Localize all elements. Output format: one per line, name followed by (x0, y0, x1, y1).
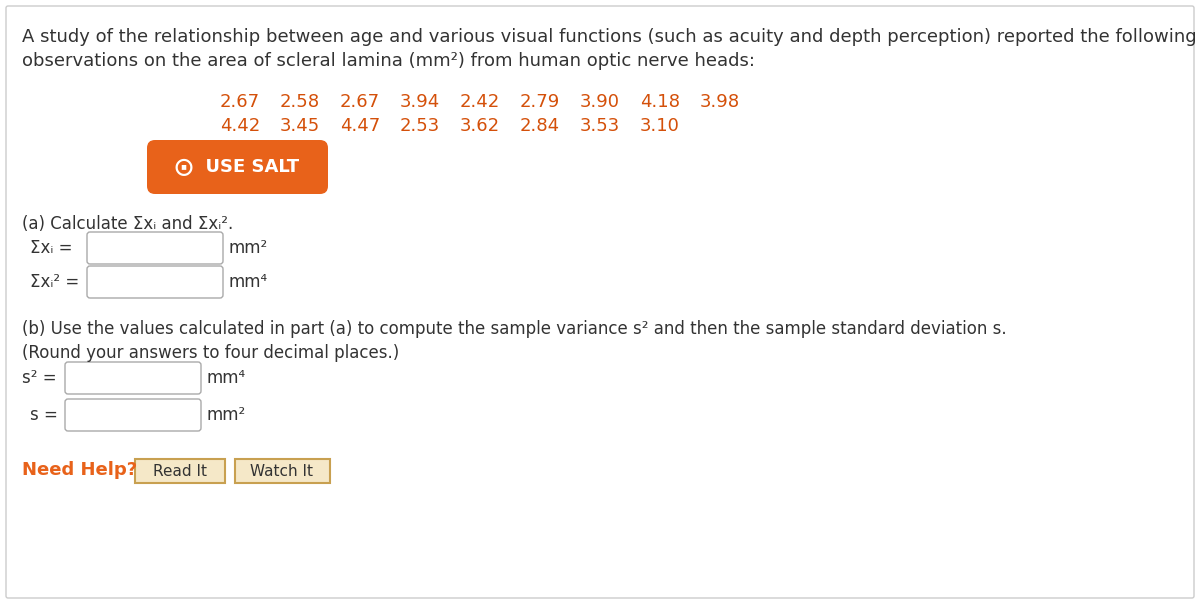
FancyBboxPatch shape (6, 6, 1194, 598)
Text: 3.62: 3.62 (460, 117, 500, 135)
Text: 2.67: 2.67 (340, 93, 380, 111)
Text: 2.67: 2.67 (220, 93, 260, 111)
Text: A study of the relationship between age and various visual functions (such as ac: A study of the relationship between age … (22, 28, 1196, 46)
Text: mm⁴: mm⁴ (206, 369, 245, 387)
Text: 2.58: 2.58 (280, 93, 320, 111)
FancyBboxPatch shape (235, 459, 330, 483)
Text: 2.53: 2.53 (400, 117, 440, 135)
Text: (b) Use the values calculated in part (a) to compute the sample variance s² and : (b) Use the values calculated in part (a… (22, 320, 1007, 338)
Text: 4.18: 4.18 (640, 93, 680, 111)
Text: ⨀  USE SALT: ⨀ USE SALT (175, 158, 300, 176)
Text: 2.79: 2.79 (520, 93, 560, 111)
Text: Σxᵢ² =: Σxᵢ² = (30, 273, 79, 291)
Text: s =: s = (30, 406, 58, 424)
FancyBboxPatch shape (88, 266, 223, 298)
Text: Need Help?: Need Help? (22, 461, 137, 479)
FancyBboxPatch shape (65, 399, 202, 431)
Text: (Round your answers to four decimal places.): (Round your answers to four decimal plac… (22, 344, 400, 362)
Text: mm²: mm² (206, 406, 245, 424)
Text: Watch It: Watch It (251, 463, 313, 478)
Text: 3.53: 3.53 (580, 117, 620, 135)
FancyBboxPatch shape (88, 232, 223, 264)
Text: 3.90: 3.90 (580, 93, 620, 111)
Text: 3.94: 3.94 (400, 93, 440, 111)
FancyBboxPatch shape (134, 459, 226, 483)
Text: observations on the area of scleral lamina (mm²) from human optic nerve heads:: observations on the area of scleral lami… (22, 52, 755, 70)
Text: mm²: mm² (228, 239, 268, 257)
FancyBboxPatch shape (65, 362, 202, 394)
Text: 3.98: 3.98 (700, 93, 740, 111)
Text: 3.45: 3.45 (280, 117, 320, 135)
Text: 2.42: 2.42 (460, 93, 500, 111)
Text: 4.47: 4.47 (340, 117, 380, 135)
Text: 2.84: 2.84 (520, 117, 560, 135)
Text: s² =: s² = (22, 369, 56, 387)
Text: Read It: Read It (154, 463, 208, 478)
Text: mm⁴: mm⁴ (228, 273, 268, 291)
Text: 4.42: 4.42 (220, 117, 260, 135)
FancyBboxPatch shape (148, 140, 328, 194)
Text: Σxᵢ =: Σxᵢ = (30, 239, 72, 257)
Text: 3.10: 3.10 (640, 117, 680, 135)
Text: (a) Calculate Σxᵢ and Σxᵢ².: (a) Calculate Σxᵢ and Σxᵢ². (22, 215, 233, 233)
